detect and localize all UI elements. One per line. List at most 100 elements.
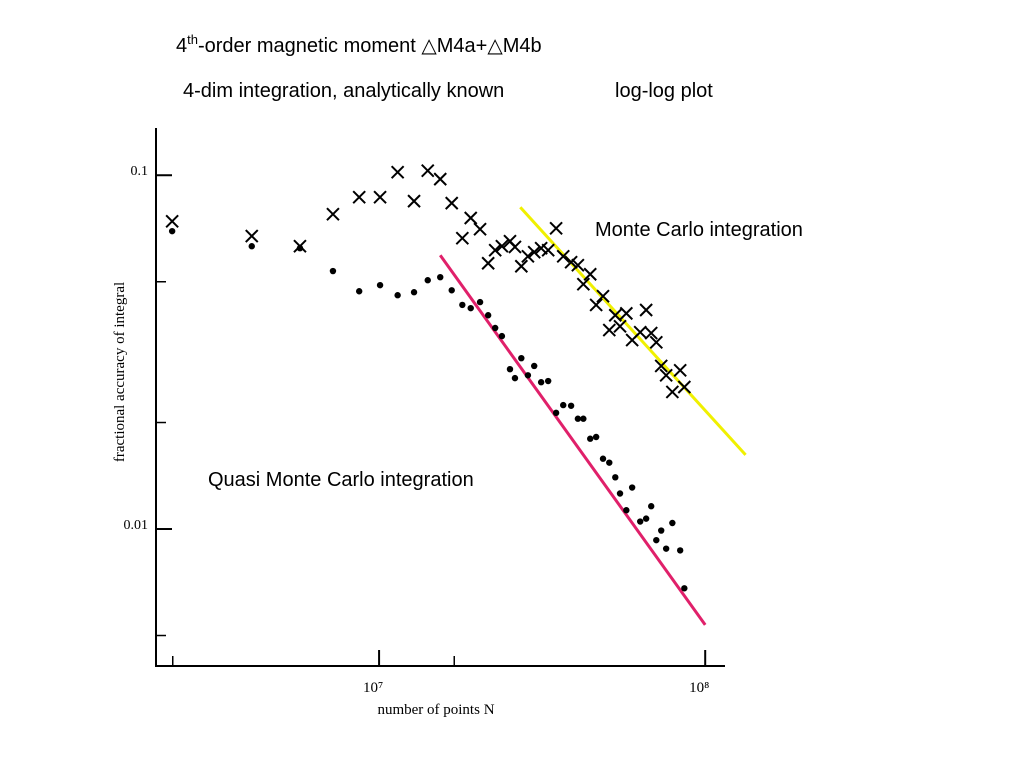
dot-point [580,415,587,422]
dot-point [437,273,444,281]
dot-point [424,277,431,284]
series-label: Monte Carlo integration [595,219,803,241]
dot-point [511,374,519,382]
cross-point [455,231,470,245]
dot-point [637,518,644,525]
cross-point [556,249,570,264]
dot-point [552,409,560,417]
cross-point [514,259,529,273]
dot-point [560,401,567,409]
dot-point [648,503,655,510]
cross-point [245,229,259,243]
cross-point [481,256,495,270]
x-axis-label: number of points N [377,702,494,718]
dot-point [669,519,676,527]
series-label: Quasi Monte Carlo integration [208,469,474,491]
cross-point [433,172,447,186]
fit-line [519,206,747,456]
dot-point [506,365,514,373]
cross-point [602,323,616,337]
dot-point [476,298,484,306]
y-tick-label: 0.01 [124,518,149,533]
title-superscript: th [187,32,198,47]
cross-point [390,165,405,179]
fit-line [439,254,707,626]
cross-point [527,245,541,259]
cross-point [673,363,687,377]
cross-point [619,306,634,321]
cross-point [165,214,179,229]
cross-point [421,163,435,178]
dot-point [491,324,499,332]
dot-point [498,332,506,340]
dot-point [623,507,630,514]
dot-point [524,372,532,379]
cross-point [677,380,692,394]
dot-point [567,402,575,409]
cross-point [571,258,585,272]
dot-point [544,377,552,385]
cross-point [464,211,478,225]
cross-point [583,267,597,281]
dot-point [676,547,684,554]
cross-point [633,325,647,339]
dot-point [537,379,545,386]
dot-point [168,227,176,235]
dot-point [642,515,650,522]
dot-point [662,545,670,552]
cross-point [352,190,366,204]
chart-subtitle: 4-dim integration, analytically known [183,80,504,102]
dot-point [376,281,384,289]
chart-note: log-log plot [615,80,713,102]
dot-point [459,301,466,309]
cross-point [644,326,658,340]
cross-point [576,277,591,291]
dot-point [616,490,624,497]
dot-point [410,289,418,296]
dot-point [612,474,619,481]
dot-point [574,415,582,422]
x-tick-label: 10⁸ [689,680,709,696]
dot-point [329,267,337,275]
dot-point [518,354,525,362]
dot-point [531,362,538,370]
chart-title: 4th-order magnetic moment △M4a+△M4b [176,32,542,57]
cross-point [541,243,555,257]
cross-point [639,303,653,317]
cross-point [589,298,603,312]
cross-point [665,385,680,399]
cross-point [608,308,622,322]
dot-point [681,585,688,592]
dot-point [653,536,660,544]
dot-point [248,243,255,250]
cross-point [373,190,387,204]
cross-point [488,243,502,257]
dot-point [587,435,594,442]
cross-point [407,194,421,208]
dot-point [296,244,304,252]
dot-point [606,459,613,466]
dot-point [628,484,636,491]
x-tick-label: 10⁷ [363,680,383,696]
dot-point [448,287,455,294]
title-part: 4 [176,35,187,57]
cross-point [649,335,664,350]
cross-point [473,222,487,236]
dot-point [467,304,474,312]
cross-point [596,289,610,303]
dot-point [599,455,607,462]
y-tick-label: 0.1 [131,164,149,179]
dot-point [394,292,401,299]
cross-point [659,368,673,382]
cross-point [613,319,627,334]
dot-point [658,527,665,534]
cross-point [495,239,509,253]
dot-point [592,433,600,441]
cross-point [508,240,522,254]
dot-point [355,288,363,295]
cross-point [564,255,578,269]
title-part: -order magnetic moment △M4a+△M4b [198,35,542,57]
dot-point [484,312,492,319]
